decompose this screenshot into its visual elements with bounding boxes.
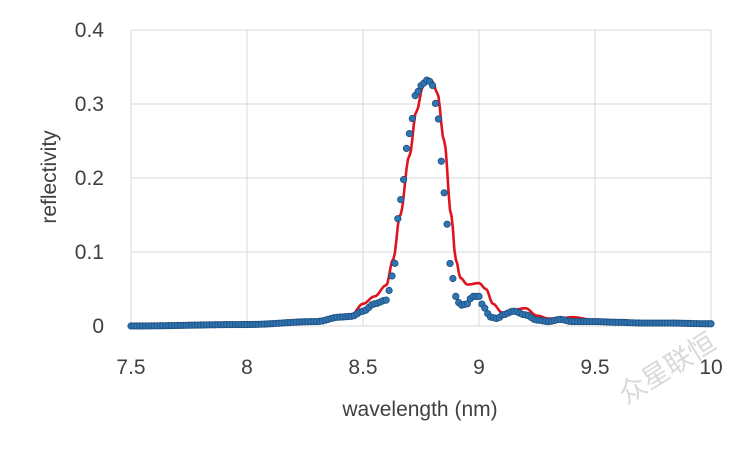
y-tick-label: 0 [92, 315, 104, 338]
y-tick-label: 0.4 [75, 19, 105, 42]
data-point [434, 115, 442, 123]
data-point [452, 292, 460, 300]
data-point [431, 99, 440, 108]
data-point [449, 274, 457, 283]
x-tick-label: 10 [699, 356, 722, 379]
x-tick-label: 8.5 [348, 356, 377, 379]
x-tick-label: 8 [241, 356, 253, 379]
data-point [399, 176, 408, 184]
y-tick-label: 0.2 [75, 167, 104, 190]
data-point [446, 259, 454, 268]
x-axis-title: wavelength (nm) [341, 398, 497, 421]
data-point [394, 215, 402, 223]
data-point [402, 144, 411, 152]
x-tick-label: 7.5 [116, 356, 145, 379]
y-axis-title: reflectivity [38, 130, 61, 224]
series-markers [127, 76, 715, 330]
data-point [385, 286, 393, 295]
data-point [414, 87, 422, 96]
data-point [707, 320, 715, 328]
y-tick-label: 0.1 [75, 241, 104, 264]
data-point [382, 296, 390, 304]
grid-lines [130, 29, 712, 327]
x-tick-label: 9.5 [580, 356, 609, 379]
data-point [397, 195, 405, 204]
series-line-path [131, 78, 711, 328]
data-point [408, 114, 416, 123]
data-point [391, 259, 399, 267]
y-tick-labels: 0 0.1 0.2 0.3 0.4 [75, 19, 105, 338]
series-line [131, 78, 711, 328]
data-point [475, 292, 483, 300]
data-point [405, 130, 413, 138]
x-tick-label: 9 [473, 356, 485, 379]
data-point [481, 304, 489, 312]
y-tick-label: 0.3 [75, 93, 104, 116]
data-point [437, 157, 445, 165]
data-point [440, 189, 448, 197]
data-point [443, 220, 451, 228]
x-tick-labels: 7.5 8 8.5 9 9.5 10 [116, 356, 722, 379]
data-point [428, 81, 437, 90]
data-point [388, 272, 396, 280]
